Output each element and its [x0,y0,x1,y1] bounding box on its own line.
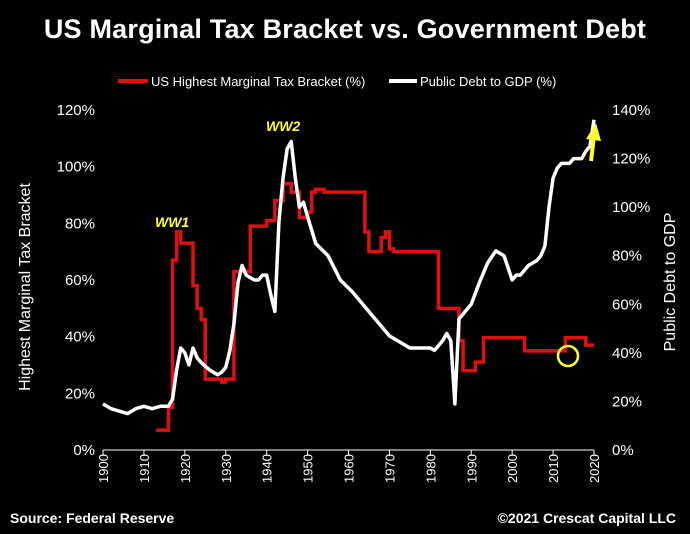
ww1-annotation: WW1 [155,214,189,230]
left-axis-label: Highest Marginal Tax Bracket [17,183,34,391]
y-left-tick-label: 120% [57,102,95,119]
x-tick-label: 1910 [137,454,152,483]
y-right-tick-label: 20% [612,393,642,410]
x-tick-label: 1940 [260,454,275,483]
y-right-tick-label: 120% [612,151,650,168]
series-group [102,119,596,432]
y-right-tick-label: 100% [612,199,650,216]
x-tick-label: 1950 [301,454,316,483]
legend-debt-label: Public Debt to GDP (%) [420,74,556,89]
right-axis-label: Public Debt to GDP [662,213,679,352]
x-tick-label: 1900 [96,454,111,483]
x-tick-label: 1920 [178,454,193,483]
x-tick-label: 1980 [423,454,438,483]
y-right-tick-label: 140% [612,102,650,119]
source-note: Source: Federal Reserve [10,510,175,526]
copyright-note: ©2021 Crescat Capital LLC [497,510,676,526]
x-tick-label: 2020 [587,454,602,483]
legend: US Highest Marginal Tax Bracket (%) Publ… [118,74,556,89]
chart-title: US Marginal Tax Bracket vs. Government D… [43,14,647,44]
y-left-tick-label: 40% [65,329,95,346]
tax-bracket-line [156,181,594,432]
x-tick-label: 1970 [382,454,397,483]
y-left-tick-label: 60% [65,272,95,289]
y-left-tick-label: 80% [65,215,95,232]
highlight-circle [556,344,580,368]
x-tick-label: 1930 [219,454,234,483]
x-tick-label: 1960 [342,454,357,483]
axes: 1900 1910 1920 1930 1940 1950 1960 1970 1980 1990… [57,102,651,483]
y-right-tick-label: 0% [612,442,634,459]
y-right-tick-label: 40% [612,345,642,362]
up-arrow-icon [586,123,601,162]
y-left-tick-label: 0% [73,442,95,459]
x-tick-label: 1990 [464,454,479,483]
ww2-annotation: WW2 [266,118,300,134]
y-left-tick-label: 100% [57,159,95,176]
debt-to-gdp-line [102,119,596,416]
y-left-tick-label: 20% [65,385,95,402]
legend-tax-label: US Highest Marginal Tax Bracket (%) [151,74,365,89]
y-right-tick-label: 60% [612,296,642,313]
y-right-tick-label: 80% [612,248,642,265]
x-tick-label: 2010 [546,454,561,483]
x-tick-label: 2000 [505,454,520,483]
